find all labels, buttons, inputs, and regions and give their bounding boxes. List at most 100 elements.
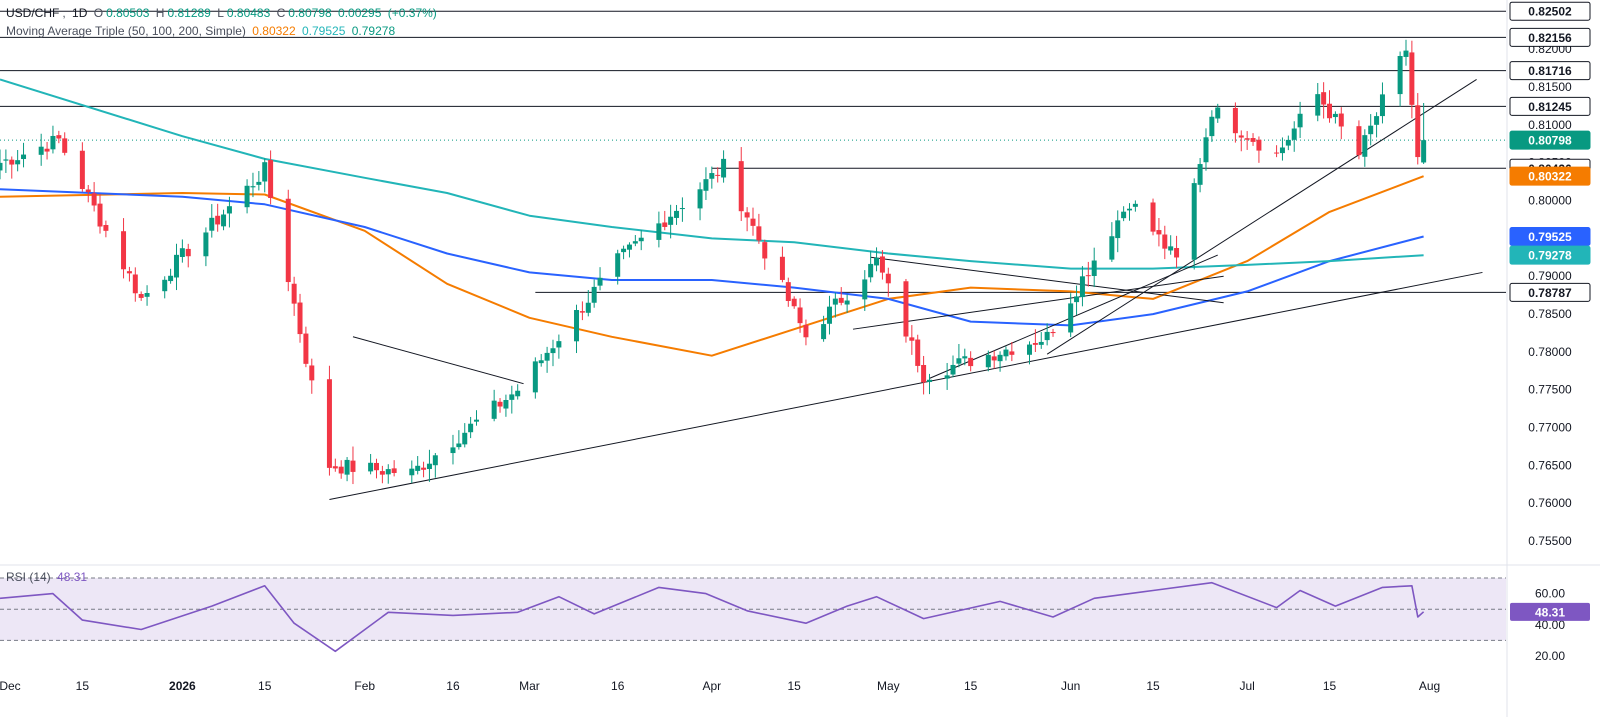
- price-tag-box: [1509, 27, 1591, 47]
- candle: [374, 458, 379, 479]
- price-tick-label: 0.76000: [1528, 496, 1572, 510]
- candle: [832, 292, 838, 318]
- rsi-legend[interactable]: RSI (14) 48.31: [6, 570, 90, 584]
- ma100-line: [0, 188, 1424, 327]
- candle-body: [268, 160, 274, 199]
- candle-body: [550, 348, 556, 354]
- candle-body: [1379, 94, 1385, 117]
- time-tick-label: 15: [788, 679, 802, 693]
- rsi-tag-label: 48.31: [1535, 605, 1565, 619]
- candle-body: [1362, 135, 1368, 157]
- ma-legend[interactable]: Moving Average Triple (50, 100, 200, Sim…: [6, 24, 398, 38]
- candle: [550, 339, 556, 367]
- candle: [1315, 82, 1321, 122]
- candle-body: [926, 379, 932, 383]
- candle-body: [379, 471, 385, 475]
- candle-body: [1285, 139, 1291, 146]
- candle-body: [503, 400, 509, 409]
- candle: [379, 465, 385, 484]
- rsi-band-group: [0, 577, 1506, 641]
- candle: [868, 250, 874, 283]
- time-tick-label: Aug: [1419, 679, 1440, 693]
- candle: [626, 242, 632, 258]
- candle: [1297, 101, 1303, 138]
- candle-body: [656, 223, 662, 240]
- rsi-line: [0, 581, 1425, 653]
- candle-body: [256, 181, 262, 185]
- candle-body: [962, 356, 968, 359]
- symbol-legend[interactable]: USD/CHF, 1D O 0.80503 H 0.81289 L 0.80483 C…: [6, 6, 437, 20]
- candle: [215, 203, 221, 232]
- price-tick-label: 0.79000: [1528, 269, 1572, 283]
- candle-body: [3, 159, 9, 161]
- candle: [132, 267, 138, 302]
- price-tag-box: [1509, 96, 1591, 116]
- candle-body: [221, 214, 227, 227]
- candle-body: [350, 460, 356, 472]
- candle: [779, 246, 785, 283]
- candle-body: [585, 302, 591, 313]
- candle: [21, 142, 27, 168]
- price-tag-label: 0.79525: [1528, 230, 1572, 244]
- candle-body: [862, 279, 868, 300]
- candle: [579, 301, 585, 321]
- candle-body: [674, 210, 680, 218]
- candle: [1409, 40, 1415, 119]
- candle: [226, 196, 232, 228]
- candle: [268, 150, 274, 205]
- candle: [703, 167, 709, 200]
- candle-body: [838, 297, 844, 303]
- time-tick-label: Jul: [1239, 679, 1254, 693]
- candle: [0, 149, 3, 180]
- candle: [1115, 210, 1121, 253]
- trendline: [870, 256, 1224, 304]
- horizontal-levels: [0, 10, 1506, 293]
- price-tag-label: 0.79278: [1528, 249, 1572, 263]
- candle-body: [638, 237, 644, 242]
- candle: [585, 289, 591, 317]
- candle-body: [1238, 135, 1244, 138]
- candle: [244, 179, 250, 214]
- candle: [1026, 341, 1032, 365]
- candle-body: [326, 379, 332, 468]
- ma200-line: [0, 78, 1424, 270]
- candle: [1256, 136, 1262, 163]
- candle-body: [632, 241, 638, 244]
- candle: [1250, 133, 1256, 146]
- time-tick-label: 15: [1146, 679, 1160, 693]
- candle-body: [1156, 230, 1162, 235]
- candle-body: [803, 324, 809, 338]
- candle: [791, 296, 797, 309]
- candle-body: [509, 394, 515, 400]
- candle: [509, 385, 515, 414]
- time-tick-label: 15: [1323, 679, 1337, 693]
- candle: [121, 218, 127, 279]
- candle-body: [432, 455, 438, 466]
- candle: [1274, 145, 1280, 158]
- time-axis[interactable]: Dec 15 2026 15 Feb 16 Mar 16 Apr 15 May 15 Jun 15 Jul 1…: [0, 679, 1440, 693]
- candle: [338, 460, 344, 479]
- candle: [126, 266, 132, 282]
- candle: [450, 434, 456, 465]
- candle-body: [1109, 236, 1115, 260]
- candle: [1403, 39, 1409, 66]
- candle-body: [538, 360, 544, 364]
- candle-body: [1250, 138, 1256, 142]
- candle: [1127, 203, 1132, 221]
- candle: [173, 243, 179, 291]
- candle: [1074, 285, 1080, 315]
- candle-body: [532, 361, 538, 393]
- candle-body: [1244, 138, 1250, 140]
- candle: [1079, 266, 1085, 307]
- candle-body: [303, 333, 309, 364]
- candle-body: [1026, 344, 1032, 355]
- candle-body: [756, 226, 762, 241]
- candle-body: [1121, 211, 1127, 219]
- candle: [1356, 120, 1362, 160]
- high-label: H: [155, 6, 165, 20]
- candle-body: [921, 364, 927, 383]
- candle: [456, 430, 462, 450]
- candle: [1374, 112, 1380, 138]
- candle: [615, 249, 621, 285]
